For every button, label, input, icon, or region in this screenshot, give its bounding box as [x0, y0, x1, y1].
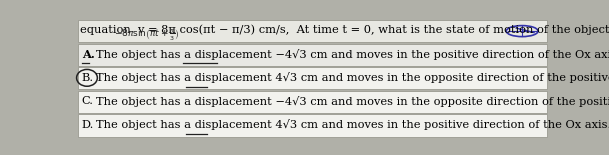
FancyBboxPatch shape: [77, 114, 547, 137]
FancyBboxPatch shape: [77, 44, 547, 66]
Text: The object has a displacement 4√3 cm and moves in the opposite direction of the : The object has a displacement 4√3 cm and…: [96, 72, 609, 83]
Text: $-8\pi\sin\!\left(\pi t+\frac{\pi}{3}\right)$: $-8\pi\sin\!\left(\pi t+\frac{\pi}{3}\ri…: [114, 28, 180, 43]
Text: equation  v = 8π cos(πt − π/3) cm/s,  At time t = 0, what is the state of motion: equation v = 8π cos(πt − π/3) cm/s, At t…: [80, 25, 609, 35]
FancyBboxPatch shape: [77, 20, 547, 42]
Text: The object has a displacement −4√3 cm and moves in the opposite direction of the: The object has a displacement −4√3 cm an…: [96, 96, 609, 107]
Text: B.: B.: [82, 73, 94, 83]
Text: The object has a displacement −4√3 cm and moves in the positive direction of the: The object has a displacement −4√3 cm an…: [96, 49, 609, 60]
Text: D.: D.: [82, 120, 94, 130]
Text: A.: A.: [82, 49, 94, 60]
FancyBboxPatch shape: [77, 91, 547, 113]
Text: C.: C.: [82, 96, 94, 106]
Text: The object has a displacement 4√3 cm and moves in the positive direction of the : The object has a displacement 4√3 cm and…: [96, 120, 609, 131]
FancyBboxPatch shape: [77, 67, 547, 89]
